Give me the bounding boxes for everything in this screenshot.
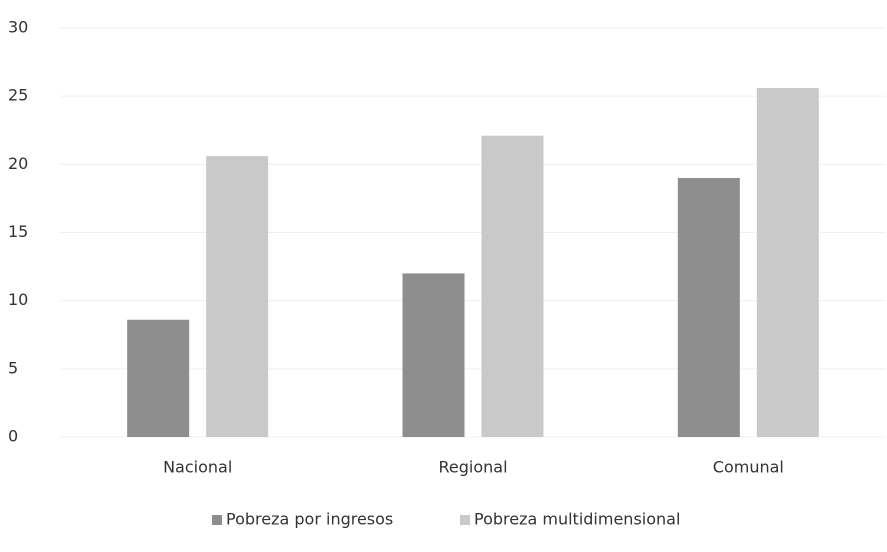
x-tick-label: Comunal (713, 458, 784, 477)
y-tick-label: 20 (8, 154, 28, 173)
bar (481, 135, 544, 437)
legend-swatch (212, 515, 222, 525)
x-tick-label: Regional (438, 458, 507, 477)
bar (756, 87, 819, 437)
bar (677, 177, 740, 437)
bar (206, 156, 269, 438)
y-tick-label: 0 (8, 427, 18, 446)
y-tick-label: 5 (8, 358, 18, 377)
y-tick-label: 30 (8, 18, 28, 37)
x-tick-label: Nacional (163, 458, 232, 477)
legend-label: Pobreza multidimensional (474, 510, 680, 529)
legend-swatch (460, 515, 470, 525)
y-tick-label: 15 (8, 222, 28, 241)
bar (402, 273, 465, 437)
y-tick-label: 10 (8, 290, 28, 309)
y-tick-label: 25 (8, 86, 28, 105)
legend-label: Pobreza por ingresos (226, 510, 393, 529)
bar (127, 319, 190, 437)
